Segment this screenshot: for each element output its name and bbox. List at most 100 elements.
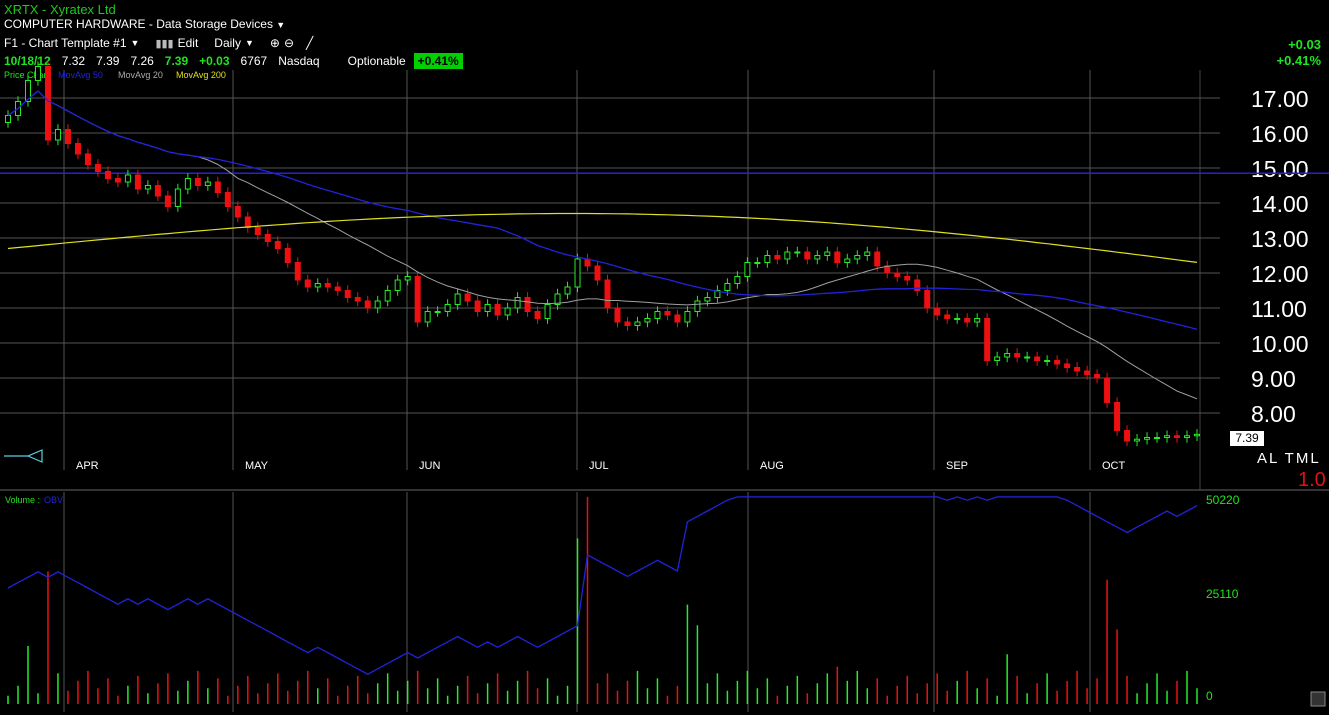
candle-body xyxy=(404,276,411,281)
candle-body xyxy=(524,297,531,312)
candle-body xyxy=(924,290,931,309)
candle-body xyxy=(1064,363,1071,368)
candle-body xyxy=(484,304,491,312)
candle-body xyxy=(554,293,561,305)
period-selector[interactable]: Daily ▼ xyxy=(214,36,254,50)
candle-body xyxy=(1094,374,1101,379)
price-axis-label: 14.00 xyxy=(1251,191,1309,217)
altml-label: AL TML xyxy=(1257,450,1321,467)
candle-body xyxy=(234,206,241,218)
candle-body xyxy=(244,216,251,228)
candle-body xyxy=(704,297,711,302)
legend-entry: OBV xyxy=(44,495,63,505)
candle-body xyxy=(374,300,381,309)
candle-body xyxy=(964,318,971,323)
candle-body xyxy=(564,286,571,295)
candle-body xyxy=(1164,435,1171,438)
quote-close: 7.39 xyxy=(164,54,189,68)
candle-body xyxy=(654,311,661,319)
candle-body xyxy=(624,321,631,326)
candle-body xyxy=(714,290,721,298)
candle-body xyxy=(984,318,991,361)
price-axis-label: 12.00 xyxy=(1251,261,1309,287)
candle-body xyxy=(1044,360,1051,362)
candle-body xyxy=(194,178,201,186)
candle-body xyxy=(1124,430,1131,442)
candle-body xyxy=(324,283,331,288)
pct-change-badge: +0.41% xyxy=(413,53,463,69)
candle-body xyxy=(474,300,481,312)
candle-body xyxy=(534,311,541,319)
candle-body xyxy=(844,258,851,263)
candle-body xyxy=(854,255,861,260)
month-label: JUN xyxy=(419,460,440,472)
candle-body xyxy=(574,258,581,288)
candle-body xyxy=(214,181,221,193)
price-axis-label: 17.00 xyxy=(1251,86,1309,112)
candle-body xyxy=(544,304,551,319)
chevron-down-icon: ▼ xyxy=(130,38,140,48)
candle-body xyxy=(294,262,301,281)
candle-body xyxy=(994,356,1001,361)
candle-body xyxy=(724,283,731,291)
last-price-marker: 7.39 xyxy=(1230,431,1264,446)
candle-body xyxy=(504,307,511,316)
candle-body xyxy=(204,181,211,186)
candle-body xyxy=(1104,377,1111,403)
candle-body xyxy=(64,129,71,144)
candle-body xyxy=(384,290,391,302)
month-label: JUL xyxy=(589,460,609,472)
quote-volume: 6767 xyxy=(240,54,268,68)
candle-body xyxy=(1054,360,1061,365)
candle-body xyxy=(1074,367,1081,372)
edit-button[interactable]: ▮▮▮ Edit xyxy=(155,36,198,50)
zoom-out-icon[interactable]: ⊖ xyxy=(283,36,295,50)
chart-header: XRTX - Xyratex Ltd COMPUTER HARDWARE - D… xyxy=(0,0,1329,70)
industry-selector[interactable]: COMPUTER HARDWARE - Data Storage Devices… xyxy=(4,17,285,31)
candle-body xyxy=(934,307,941,316)
zoom-in-icon[interactable]: ⊕ xyxy=(269,36,280,50)
ratio-label: 1.0 xyxy=(1298,469,1326,491)
price-axis-label: 8.00 xyxy=(1251,401,1296,427)
ma200-line xyxy=(7,212,1198,263)
candle-body xyxy=(974,318,981,323)
period-label: Daily xyxy=(214,36,241,50)
candle-body xyxy=(754,262,761,264)
template-selector[interactable]: F1 - Chart Template #1 ▼ xyxy=(4,36,139,50)
scroll-up-button xyxy=(1310,691,1326,707)
candle-body xyxy=(594,265,601,281)
candle-body xyxy=(1014,353,1021,358)
legend-entry: Price Chart xyxy=(4,70,50,80)
chevron-down-icon: ▼ xyxy=(244,38,254,48)
candle-body xyxy=(694,300,701,312)
price-axis-label: 9.00 xyxy=(1251,366,1296,392)
candle-body xyxy=(1134,438,1141,442)
price-axis-label: 15.00 xyxy=(1251,156,1309,182)
quote-open: 7.32 xyxy=(61,54,86,68)
legend-entry: MovAvg 20 xyxy=(118,70,163,80)
month-label: APR xyxy=(76,460,99,472)
candle-body xyxy=(1004,353,1011,358)
candle-body xyxy=(84,153,91,165)
candle-body xyxy=(344,290,351,298)
candle-body xyxy=(604,279,611,309)
candle-body xyxy=(834,251,841,263)
price-axis-label: 10.00 xyxy=(1251,331,1309,357)
candle-body xyxy=(264,234,271,242)
candle-body xyxy=(5,115,11,123)
candle-body xyxy=(164,195,171,207)
candle-body xyxy=(1034,356,1041,361)
draw-pen-icon[interactable]: ╱ xyxy=(306,36,314,50)
candle-body xyxy=(124,174,131,183)
candle-body xyxy=(954,318,961,320)
candle-body xyxy=(274,241,281,249)
chevron-down-icon[interactable]: ▼ xyxy=(276,20,286,30)
candle-body xyxy=(1024,356,1031,359)
candle-body xyxy=(614,307,621,323)
quote-high: 7.39 xyxy=(96,54,120,68)
candle-body xyxy=(444,304,451,312)
candle-body xyxy=(794,251,801,254)
bars-icon: ▮▮▮ xyxy=(155,37,174,50)
candle-body xyxy=(434,311,441,313)
